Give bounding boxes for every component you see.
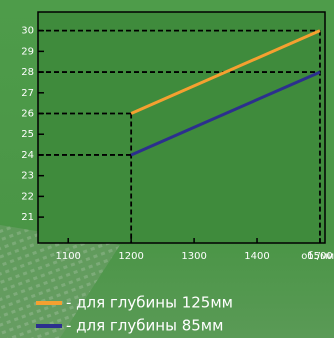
x-tick-label: 1500 [307,251,332,262]
y-tick-label: 27 [21,88,34,99]
x-tick-label: 1200 [118,251,143,262]
x-tick-label: 1400 [244,251,269,262]
y-tick-label: 30 [21,26,34,37]
y-tick-label: 24 [21,150,34,161]
legend-label: - для глубины 85мм [66,317,223,335]
y-tick-label: 22 [21,191,34,202]
y-tick-label: 29 [21,46,34,57]
legend-label: - для глубины 125мм [66,294,233,312]
x-tick-label: 1100 [55,251,80,262]
y-tick-label: 21 [21,212,34,223]
y-tick-label: 23 [21,171,34,182]
x-tick-label: 1300 [181,251,206,262]
y-tick-label: 28 [21,67,34,78]
chart: об./мин 21222324252627282930110012001300… [0,0,334,338]
y-tick-label: 25 [21,129,34,140]
y-tick-label: 26 [21,109,34,120]
